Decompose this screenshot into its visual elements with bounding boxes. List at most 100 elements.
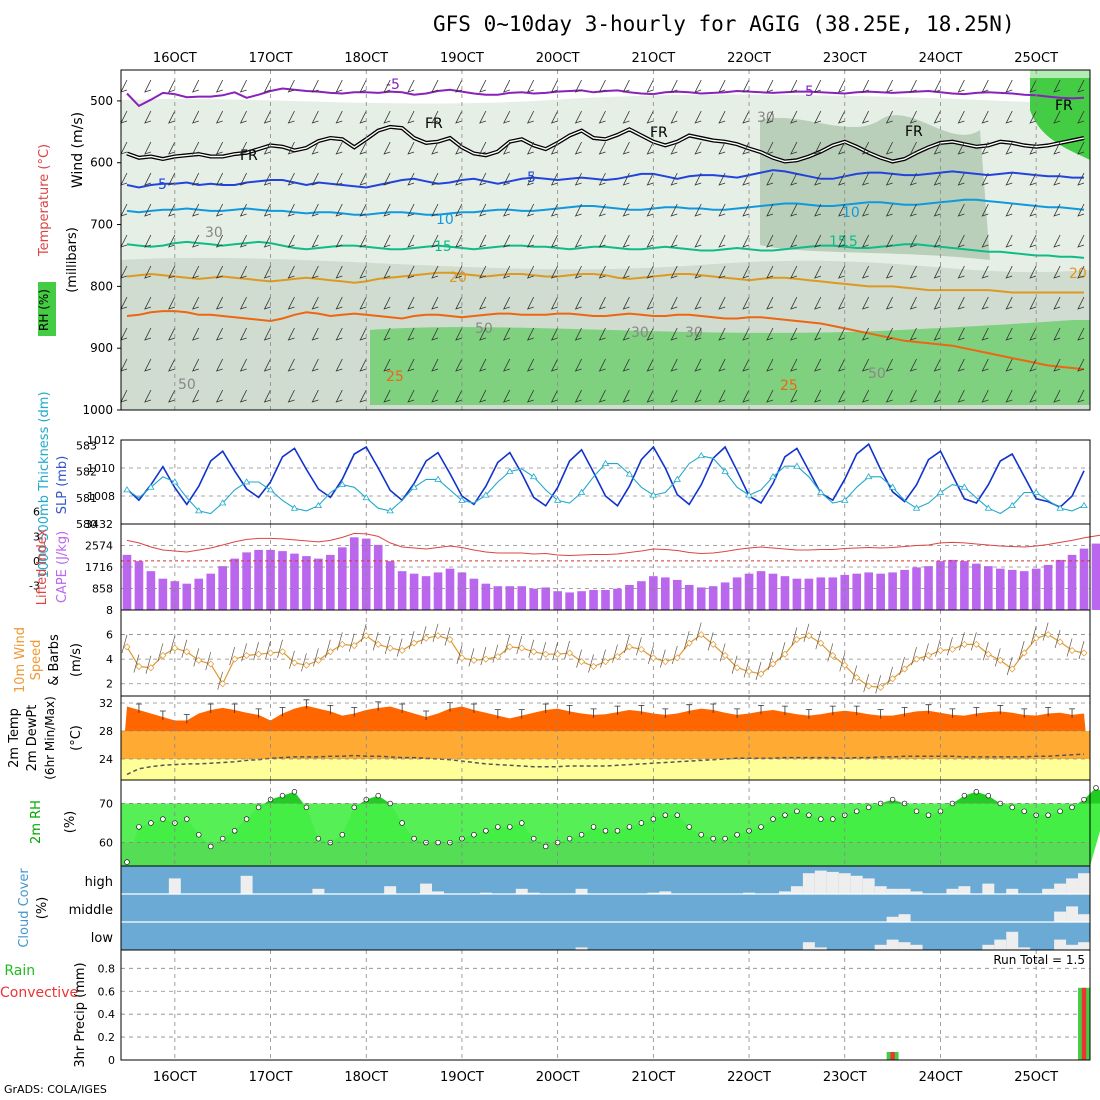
cape-bar [804,578,814,610]
wind-barb [1077,79,1085,93]
wind-barb [215,265,224,279]
wind-barb [598,141,606,155]
cloud-cover-bar [1006,931,1019,950]
wind-speed-marker [267,649,275,657]
wind-barb [359,389,367,403]
wind-barb [790,79,798,93]
cape-bar [649,576,658,610]
wind-barb [837,234,846,248]
lifted-index-tick-label: 6 [33,506,40,519]
thickness-marker [123,486,131,493]
wind-barb [885,389,893,403]
rh-marker [1045,812,1051,818]
wind-barb [933,79,941,93]
wind-speed-marker [1056,638,1064,646]
top-date-tick-label: 21OCT [631,51,675,66]
wind-barb-10m [348,633,355,652]
wind-barb [1029,110,1037,124]
wind-barb [191,358,200,372]
cloud-cover-bar [420,883,433,894]
wind-barb [239,234,247,248]
cape-bar [995,568,1005,610]
wind-barb [646,296,654,310]
wind-barb [431,203,439,217]
rh-marker [531,835,537,842]
wind-speed-marker [602,658,609,666]
contour-label: 20 [1069,266,1087,282]
cape-bar [397,571,407,610]
cape-bar [385,561,395,610]
wind-barb-10m [456,645,463,665]
thickness-marker [673,475,681,482]
wind-barb [144,296,152,310]
wind-barb [670,358,678,372]
wind-barb [455,265,463,279]
wind-barb [359,296,367,310]
wind-barb-10m [887,666,893,685]
wind-barb [885,327,893,341]
wind-barb [957,141,965,155]
slp-tick-label: 1008 [87,490,115,503]
wind-barb [1053,327,1061,341]
wind-barb-10m [827,643,834,662]
wind-barb-10m [982,642,989,661]
rh-marker [124,859,130,865]
wind-barb [479,234,487,248]
wind-barb [191,79,200,93]
rh-marker [806,812,812,818]
wind-barb [263,141,271,155]
thickness-marker [1032,488,1040,495]
wind-barb [239,389,247,403]
cape-bar [421,576,431,610]
wind-barb-10m [1066,638,1073,657]
wind-barb [766,327,774,341]
wind-barb-10m [145,655,152,674]
wind-barb [503,296,511,310]
credit-text: GrADS: COLA/IGES [4,1083,107,1096]
minmax-whisker [399,703,406,713]
wind-speed-marker [183,648,191,656]
rh-marker [339,832,346,838]
cape-bar [792,578,802,610]
slp-tick-label: 1012 [87,434,115,447]
wind-barb [909,141,917,155]
wind-axis-label-1: 10m Wind [13,627,28,693]
minmax-whisker [590,708,597,718]
wind-barb [359,203,367,217]
wind-barb [144,110,152,124]
wind-barb [263,389,271,403]
wind-barb [431,389,439,403]
wind-speed-marker [518,644,526,652]
bottom-date-tick-label: 17OCT [249,1070,293,1085]
wind-barb [837,110,846,124]
wind-barb [742,265,750,279]
cape-bar [1019,571,1029,610]
rh-marker [1081,796,1087,803]
rh-marker [698,832,704,838]
wind-barb [574,79,582,93]
cloud-cover-bar [982,944,995,950]
wind-barb [981,172,989,186]
wind-barb [287,358,295,372]
rh-marker [865,804,872,811]
wind-barb [622,172,630,186]
wind-barb-10m [564,640,570,660]
wind-barb [981,389,989,403]
wind-barb [957,172,965,186]
wind-barb [909,172,917,186]
thickness-tick-label: 581 [76,492,97,505]
wind-barb [622,234,630,248]
slp-line [126,442,1085,509]
wind-barb [694,327,702,341]
cape-bar [684,584,694,610]
wind-barb-10m [157,643,164,662]
minmax-whisker [853,705,860,716]
wind-barb [670,172,678,186]
thickness-marker [314,501,323,509]
pressure-tick-label: 500 [90,94,113,108]
cloud-axis-label: Cloud Cover [17,868,32,948]
wind-barb-10m [719,643,726,662]
wind-barb [503,265,511,279]
rh-shading [121,70,1090,411]
wind-speed-marker [625,643,633,651]
